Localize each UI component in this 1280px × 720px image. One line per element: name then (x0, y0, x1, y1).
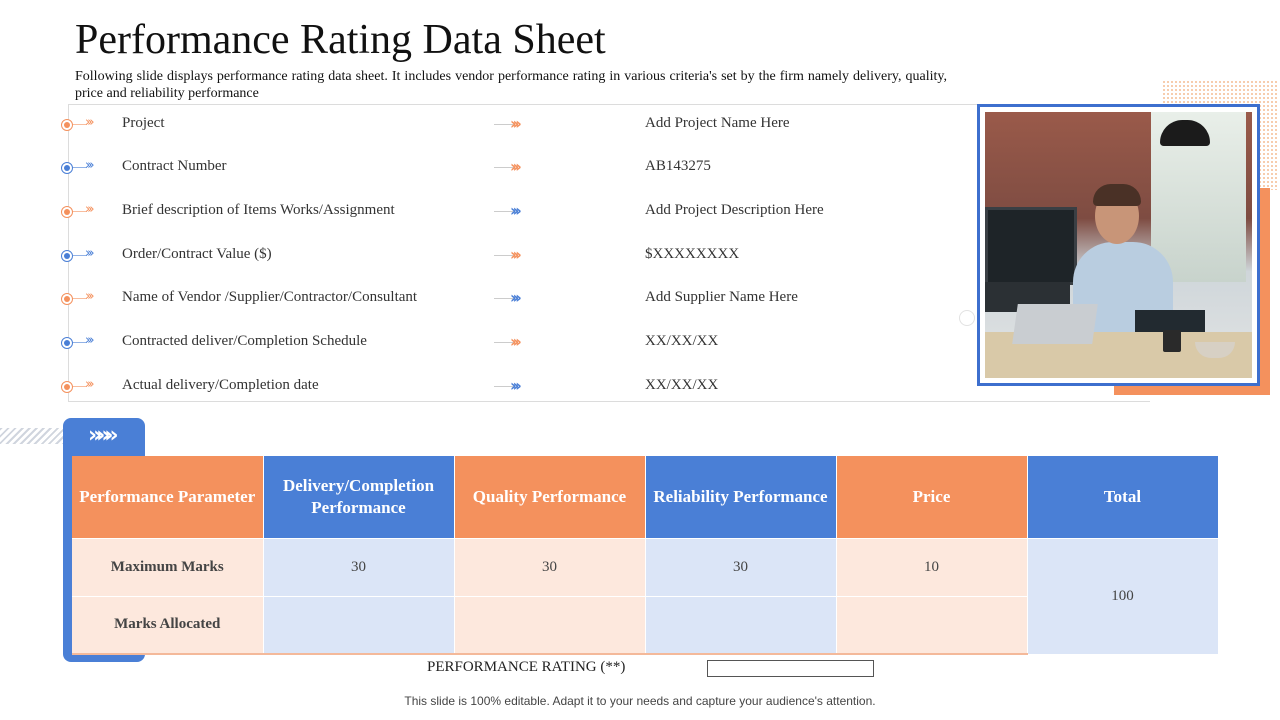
chevrons-icon: ››› (510, 332, 522, 351)
bullet-dot-icon (61, 206, 73, 218)
connector-line (73, 167, 87, 168)
chevrons-icon: ››› (510, 376, 522, 395)
chevrons-icon: ››› (85, 289, 94, 304)
bullet-dot-icon (61, 337, 73, 349)
connector-line (494, 167, 514, 168)
info-row-label: Order/Contract Value ($) (122, 246, 272, 262)
connector-line (494, 386, 514, 387)
table-row: Marks Allocated (72, 595, 1218, 655)
chevrons-icon: »»» (88, 423, 119, 448)
chevrons-icon: ››› (85, 115, 94, 130)
table-row: Maximum Marks 30 30 30 10 100 (72, 537, 1219, 654)
info-row-label: Contracted deliver/Completion Schedule (122, 333, 367, 349)
chevrons-icon: ››› (85, 377, 94, 392)
info-row: ››› Project ››› Add Project Name Here (61, 113, 968, 137)
connector-line (494, 211, 514, 212)
info-row-value[interactable]: AB143275 (645, 158, 711, 174)
info-row: ››› Brief description of Items Works/Assi… (61, 200, 968, 224)
info-row-label: Brief description of Items Works/Assignm… (122, 202, 395, 218)
table-cell: 30 (263, 537, 455, 596)
info-row-value[interactable]: XX/XX/XX (645, 333, 719, 349)
connector-line (73, 386, 87, 387)
bullet-dot-icon (61, 293, 73, 305)
connector-line (73, 298, 87, 299)
footer-note: This slide is 100% editable. Adapt it to… (404, 694, 876, 708)
header-reliability: Reliability Performance (645, 456, 837, 538)
info-row: ››› Contracted deliver/Completion Schedul… (61, 331, 968, 355)
header-delivery: Delivery/Completion Performance (263, 456, 455, 538)
header-quality: Quality Performance (454, 456, 646, 538)
row-label-marks-allocated: Marks Allocated (72, 595, 264, 655)
performance-rating-field[interactable] (707, 660, 874, 677)
bullet-dot-icon (61, 162, 73, 174)
header-performance-parameter: Performance Parameter (72, 456, 264, 538)
info-row-label: Actual delivery/Completion date (122, 377, 319, 393)
info-row: ››› Order/Contract Value ($) ››› $XXXXXXXX (61, 244, 968, 268)
table-cell[interactable] (645, 595, 837, 655)
connector-line (73, 124, 87, 125)
info-row: ››› Actual delivery/Completion date ››› XX/… (61, 375, 968, 399)
table-header-row: Performance Parameter Delivery/Completio… (72, 456, 1219, 538)
chevrons-icon: ››› (510, 288, 522, 307)
bullet-dot-icon (61, 381, 73, 393)
chevrons-icon: ››› (85, 246, 94, 261)
info-row: ››› Contract Number ››› AB143275 (61, 156, 968, 180)
header-price: Price (836, 456, 1028, 538)
total-cell: 100 (1027, 537, 1219, 654)
office-worker-photo (985, 112, 1252, 378)
chevrons-icon: ››› (510, 114, 522, 133)
table-cell: 10 (836, 537, 1028, 596)
circle-decoration (959, 310, 975, 326)
page-subtitle: Following slide displays performance rat… (75, 69, 947, 101)
page-title: Performance Rating Data Sheet (75, 17, 606, 63)
info-row-value[interactable]: Add Project Name Here (645, 115, 790, 131)
info-row-value[interactable]: Add Project Description Here (645, 202, 824, 218)
chevrons-icon: ››› (85, 333, 94, 348)
info-row-value[interactable]: XX/XX/XX (645, 377, 719, 393)
info-panel: ››› Project ››› Add Project Name Here ››› Con… (61, 104, 1150, 402)
header-total: Total (1027, 456, 1219, 538)
connector-line (73, 211, 87, 212)
chevrons-icon: ››› (510, 201, 522, 220)
chevrons-icon: ››› (85, 158, 94, 173)
bullet-dot-icon (61, 250, 73, 262)
table-cell: 30 (454, 537, 646, 596)
info-row: ››› Name of Vendor /Supplier/Contractor/C… (61, 287, 968, 311)
chevrons-icon: ››› (85, 202, 94, 217)
chevrons-icon: ››› (510, 245, 522, 264)
connector-line (73, 255, 87, 256)
performance-table: Performance Parameter Delivery/Completio… (72, 456, 1219, 655)
connector-line (494, 298, 514, 299)
table-cell: 30 (645, 537, 837, 596)
photo-frame (977, 104, 1260, 386)
row-label-maximum-marks: Maximum Marks (72, 537, 264, 596)
chevrons-icon: ››› (510, 157, 522, 176)
connector-line (494, 342, 514, 343)
bullet-dot-icon (61, 119, 73, 131)
info-row-label: Name of Vendor /Supplier/Contractor/Cons… (122, 289, 418, 305)
connector-line (494, 124, 514, 125)
performance-rating-label: PERFORMANCE RATING (**) (427, 659, 626, 675)
connector-line (494, 255, 514, 256)
info-row-label: Contract Number (122, 158, 227, 174)
table-cell[interactable] (263, 595, 455, 655)
info-row-value[interactable]: Add Supplier Name Here (645, 289, 798, 305)
table-cell[interactable] (454, 595, 646, 655)
info-row-value[interactable]: $XXXXXXXX (645, 246, 740, 262)
info-row-label: Project (122, 115, 165, 131)
connector-line (73, 342, 87, 343)
table-cell[interactable] (836, 595, 1028, 655)
